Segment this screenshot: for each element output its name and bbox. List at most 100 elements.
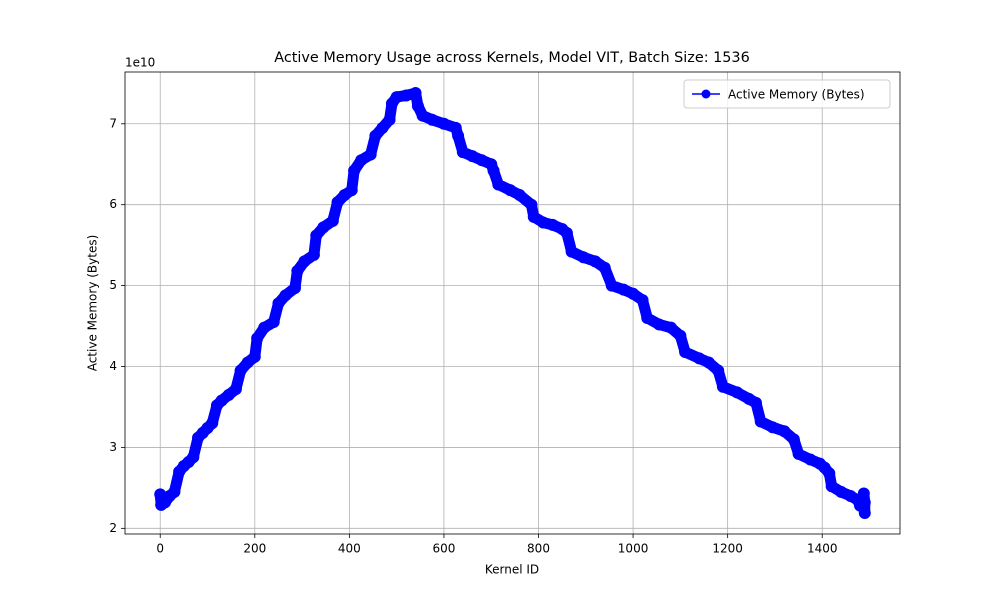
data-point [475, 154, 488, 167]
data-point [248, 350, 261, 363]
data-point [355, 154, 368, 167]
data-point [437, 117, 450, 130]
y-tick-label: 5 [109, 278, 117, 292]
x-tick-label: 1000 [618, 542, 649, 556]
data-point [754, 415, 767, 428]
data-point [589, 255, 602, 268]
data-point [369, 129, 382, 142]
y-tick-label: 3 [109, 440, 117, 454]
data-line [154, 87, 871, 519]
data-point [452, 129, 465, 142]
chart-title: Active Memory Usage across Kernels, Mode… [274, 50, 750, 66]
data-point [627, 287, 640, 300]
data-point [750, 396, 763, 409]
data-point [598, 261, 611, 274]
data-point [513, 188, 526, 201]
x-tick-label: 200 [243, 542, 266, 556]
data-point [525, 198, 538, 211]
data-point [577, 251, 590, 264]
data-point [702, 356, 715, 369]
data-point [168, 485, 181, 498]
x-tick-label: 800 [527, 542, 550, 556]
data-point [804, 453, 817, 466]
data-point [792, 447, 805, 460]
data-point [492, 178, 505, 191]
data-point [546, 218, 559, 231]
data-point [326, 214, 339, 227]
data-point [693, 352, 706, 365]
y-tick-label: 4 [109, 359, 117, 373]
data-point [716, 380, 729, 393]
y-offset-label: 1e10 [125, 56, 155, 70]
x-axis-label: Kernel ID [485, 563, 539, 577]
y-tick-label: 2 [109, 521, 117, 535]
data-point [560, 227, 573, 240]
data-point [527, 210, 540, 223]
data-point [364, 148, 377, 161]
y-axis-label: Active Memory (Bytes) [86, 235, 100, 372]
data-point [825, 480, 838, 493]
data-point [835, 485, 848, 498]
data-point [504, 184, 517, 197]
data-point [679, 345, 692, 358]
data-point [258, 321, 271, 334]
data-point [766, 421, 779, 434]
data-point [712, 364, 725, 377]
x-tick-label: 600 [432, 542, 455, 556]
data-point [664, 321, 677, 334]
x-tick-label: 0 [156, 542, 164, 556]
axes-frame [124, 71, 901, 535]
data-point [641, 311, 654, 324]
data-point [653, 318, 666, 331]
data-point [411, 99, 424, 112]
x-tick-label: 1200 [712, 542, 743, 556]
data-point [390, 91, 403, 104]
data-point [234, 364, 247, 377]
data-point [317, 221, 330, 234]
data-point [298, 255, 311, 268]
grid [125, 72, 900, 534]
x-tick-label: 400 [338, 542, 361, 556]
y-tick-label: 6 [109, 197, 117, 211]
data-point [636, 294, 649, 307]
data-point [537, 216, 550, 229]
data-point [383, 113, 396, 126]
data-point [267, 316, 280, 329]
data-point [426, 113, 439, 126]
data-point [409, 87, 422, 100]
data-point [858, 506, 871, 519]
data-point [229, 383, 242, 396]
y-tick-label: 7 [109, 116, 117, 130]
data-point [605, 279, 618, 292]
data-point [187, 451, 200, 464]
data-point [565, 245, 578, 258]
data-point [787, 433, 800, 446]
legend-marker [701, 89, 711, 99]
data-point [206, 417, 219, 430]
data-point [288, 282, 301, 295]
data-point [487, 164, 500, 177]
data-point [858, 496, 871, 509]
data-point [466, 150, 479, 163]
data-point [376, 121, 389, 134]
data-point [291, 265, 304, 278]
x-tick-label: 1400 [807, 542, 838, 556]
data-point [617, 283, 630, 296]
data-point [348, 164, 361, 177]
data-point [279, 289, 292, 302]
data-point [416, 109, 429, 122]
legend: Active Memory (Bytes) [683, 79, 891, 109]
plot-area [154, 87, 871, 519]
data-point [857, 487, 870, 500]
data-point [251, 332, 264, 345]
data-point [674, 329, 687, 342]
data-point [307, 248, 320, 261]
data-point [272, 297, 285, 310]
data-point [400, 89, 413, 102]
data-point [345, 184, 358, 197]
data-point [778, 425, 791, 438]
data-point [731, 386, 744, 399]
legend-box [683, 79, 891, 109]
legend-label: Active Memory (Bytes) [728, 88, 865, 102]
